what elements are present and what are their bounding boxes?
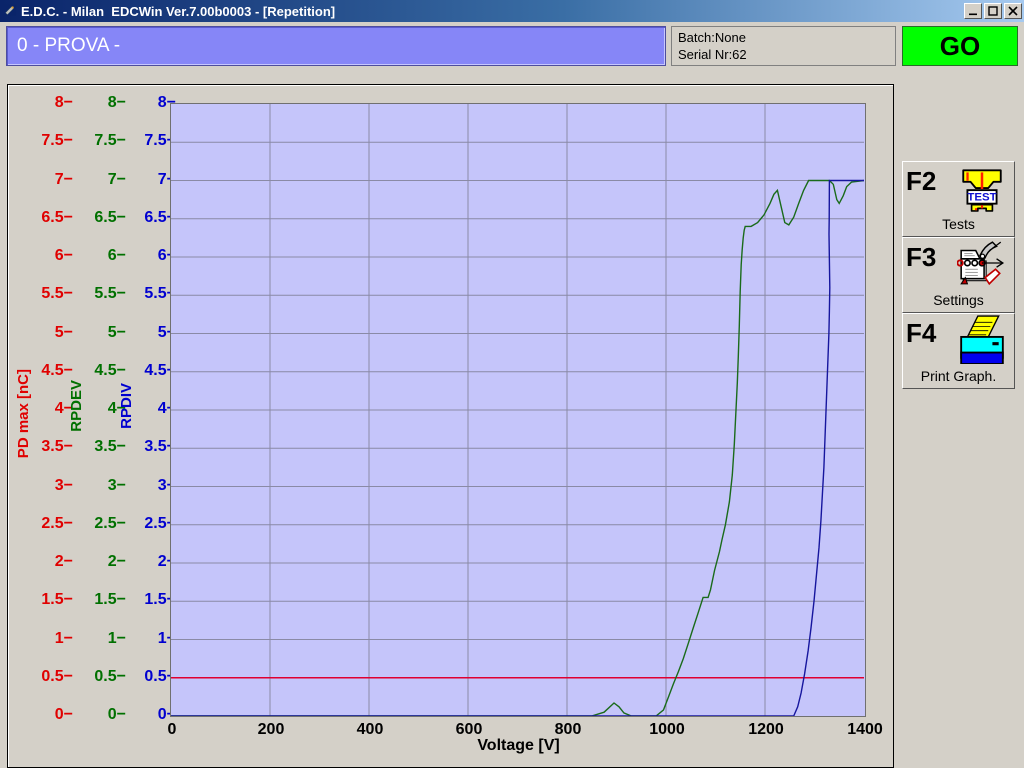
svg-text:TEST: TEST: [967, 192, 996, 204]
